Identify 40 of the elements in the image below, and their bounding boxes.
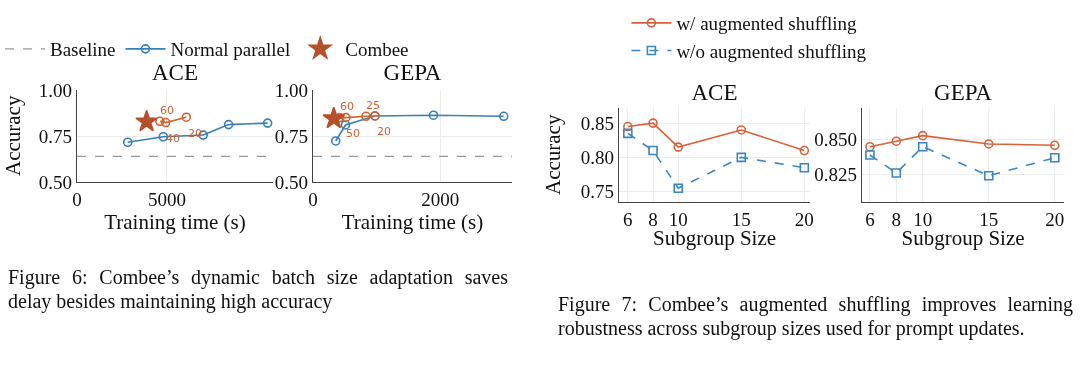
x-tick-label: 20 (1045, 209, 1065, 230)
y-tick-label: 0.85 (580, 112, 614, 134)
x-tick-label: 0 (308, 189, 318, 210)
x-axis-title: Training time (s) (104, 210, 246, 234)
y-tick-label: 1.00 (38, 79, 72, 101)
legend-label: Normal parallel (170, 39, 291, 61)
annotation: 20 (377, 125, 391, 138)
y-tick-label: 0.825 (814, 164, 857, 185)
chart-title: GEPA (934, 80, 993, 106)
x-tick-label: 5000 (147, 189, 186, 210)
chart-title: ACE (691, 80, 738, 106)
y-axis-title: Accuracy (541, 114, 565, 195)
chart-title: GEPA (383, 60, 442, 86)
legend-label: w/o augmented shuffling (676, 40, 867, 62)
x-tick-label: 8 (891, 209, 902, 230)
y-tick-label: 1.00 (274, 79, 308, 101)
y-tick-label: 0.75 (274, 125, 308, 147)
chart-title: ACE (152, 60, 198, 86)
legend-label: w/ augmented shuffling (676, 13, 858, 35)
annotation: 60 (160, 104, 174, 117)
caption: Figure 6: Combee’s dynamic batch size adaptation saves delay besides maintaining high accuracy (8, 265, 508, 313)
y-tick-label: 0.50 (38, 171, 72, 193)
x-axis-title: Training time (s) (341, 210, 484, 234)
y-tick-label: 0.75 (38, 125, 72, 147)
annotation: 25 (366, 99, 380, 112)
y-tick-label: 0.50 (274, 171, 308, 193)
y-tick-label: 0.80 (580, 147, 614, 169)
annotation: 50 (346, 127, 360, 140)
caption: Figure 7: Combee’s augmented shuffling improves learning robustness across subgroup sizes used for prompt updates. (558, 292, 1073, 340)
legend-label: Combee (345, 39, 409, 61)
legend-label: Baseline (50, 39, 116, 61)
y-axis-title: Accuracy (1, 95, 25, 176)
y-tick-label: 0.75 (580, 181, 614, 203)
x-tick-label: 20 (794, 209, 814, 230)
y-tick-label: 0.850 (814, 129, 857, 151)
annotation: 60 (340, 100, 354, 113)
x-tick-label: 6 (623, 209, 633, 230)
x-tick-label: 0 (72, 189, 82, 210)
x-tick-label: 2000 (421, 189, 460, 210)
x-tick-label: 6 (865, 209, 875, 230)
